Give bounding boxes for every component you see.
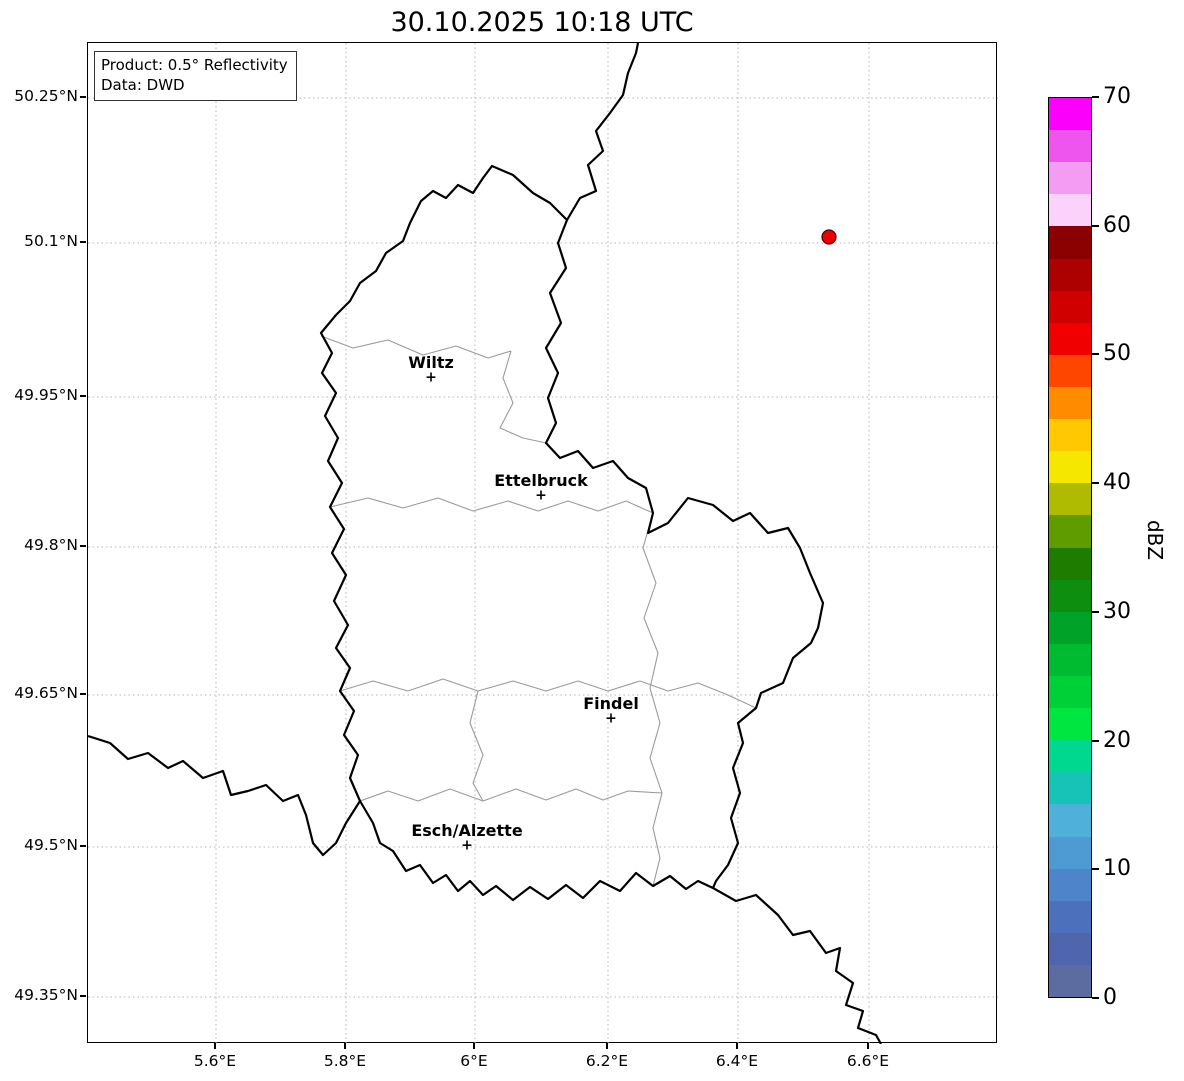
colorbar-band bbox=[1049, 547, 1091, 580]
data-source-line: Data: DWD bbox=[101, 76, 185, 95]
france-germany-border bbox=[712, 887, 882, 1044]
y-tick-mark bbox=[80, 545, 86, 547]
city-label: Ettelbruck bbox=[494, 471, 588, 490]
colorbar-band bbox=[1049, 290, 1091, 323]
y-tick-mark bbox=[80, 241, 86, 243]
map-axes: Product: 0.5° Reflectivity Data: DWD Wil… bbox=[87, 42, 998, 1044]
colorbar-tick-mark bbox=[1092, 224, 1099, 227]
colorbar-tick-label: 40 bbox=[1103, 470, 1131, 496]
product-info-box: Product: 0.5° Reflectivity Data: DWD bbox=[94, 51, 297, 101]
colorbar-tick-label: 30 bbox=[1103, 598, 1131, 624]
colorbar-band bbox=[1049, 579, 1091, 612]
colorbar-band bbox=[1049, 322, 1091, 355]
colorbar bbox=[1048, 97, 1092, 998]
colorbar-tick-label: 70 bbox=[1103, 84, 1131, 109]
x-tick-mark bbox=[606, 1043, 608, 1049]
colorbar-band bbox=[1049, 900, 1091, 933]
gridlines bbox=[88, 43, 998, 1044]
x-tick-mark bbox=[473, 1043, 475, 1049]
colorbar-band bbox=[1049, 804, 1091, 837]
colorbar-tick-mark bbox=[1092, 997, 1099, 999]
belgium-germany-border bbox=[566, 43, 640, 221]
x-tick-mark bbox=[736, 1043, 738, 1049]
colorbar-band bbox=[1049, 483, 1091, 516]
y-tick-label: 49.35°N bbox=[14, 986, 78, 1004]
y-tick-label: 49.5°N bbox=[24, 836, 78, 854]
colorbar-band bbox=[1049, 836, 1091, 869]
y-tick-label: 50.25°N bbox=[14, 87, 78, 105]
colorbar-tick-label: 20 bbox=[1103, 727, 1131, 753]
x-tick-label: 6°E bbox=[460, 1052, 488, 1070]
city-label: Esch/Alzette bbox=[411, 821, 523, 840]
x-tick-label: 5.8°E bbox=[323, 1052, 367, 1070]
y-tick-label: 49.8°N bbox=[24, 536, 78, 554]
y-tick-mark bbox=[80, 693, 86, 695]
colorbar-band bbox=[1049, 740, 1091, 773]
colorbar-band bbox=[1049, 708, 1091, 741]
colorbar-band bbox=[1049, 643, 1091, 676]
colorbar-tick-mark bbox=[1092, 739, 1099, 742]
colorbar-band bbox=[1049, 130, 1091, 163]
colorbar-band bbox=[1049, 611, 1091, 644]
colorbar-band bbox=[1049, 868, 1091, 901]
y-tick-label: 49.95°N bbox=[14, 386, 78, 404]
city-label: Wiltz bbox=[408, 353, 454, 372]
y-tick-mark bbox=[80, 395, 86, 397]
colorbar-tick-label: 0 bbox=[1103, 985, 1117, 1010]
city-label: Findel bbox=[583, 694, 639, 713]
colorbar-band bbox=[1049, 932, 1091, 965]
x-tick-mark bbox=[344, 1043, 346, 1049]
colorbar-band bbox=[1049, 386, 1091, 420]
y-tick-mark bbox=[80, 96, 86, 98]
colorbar-band bbox=[1049, 194, 1091, 227]
colorbar-band bbox=[1049, 162, 1091, 195]
city-marker: + bbox=[425, 369, 437, 386]
x-tick-label: 6.2°E bbox=[585, 1052, 629, 1070]
y-tick-mark bbox=[80, 995, 86, 997]
y-tick-label: 50.1°N bbox=[24, 232, 78, 250]
x-tick-mark bbox=[214, 1043, 216, 1049]
colorbar-band bbox=[1049, 354, 1091, 387]
colorbar-band bbox=[1049, 98, 1091, 131]
plot-title: 30.10.2025 10:18 UTC bbox=[390, 7, 694, 38]
x-tick-mark bbox=[867, 1043, 869, 1049]
colorbar-band bbox=[1049, 675, 1091, 709]
luxembourg-map bbox=[88, 43, 998, 1044]
belgium-france-border bbox=[88, 734, 361, 857]
x-tick-label: 6.4°E bbox=[715, 1052, 759, 1070]
colorbar-band bbox=[1049, 451, 1091, 484]
y-tick-mark bbox=[80, 845, 86, 847]
city-marker: + bbox=[605, 710, 617, 727]
y-tick-label: 49.65°N bbox=[14, 684, 78, 702]
x-tick-label: 6.6°E bbox=[846, 1052, 890, 1070]
x-tick-label: 5.6°E bbox=[193, 1052, 237, 1070]
city-marker: + bbox=[461, 837, 473, 854]
colorbar-tick-mark bbox=[1092, 868, 1099, 871]
canton-borders bbox=[320, 335, 757, 887]
colorbar-tick-mark bbox=[1092, 96, 1099, 98]
product-line: Product: 0.5° Reflectivity bbox=[101, 56, 288, 74]
colorbar-band bbox=[1049, 772, 1091, 805]
colorbar-axis-label: dBZ bbox=[1143, 519, 1168, 561]
colorbar-band bbox=[1049, 419, 1091, 452]
colorbar-tick-label: 60 bbox=[1103, 212, 1131, 238]
luxembourg-border bbox=[319, 164, 825, 902]
colorbar-tick-mark bbox=[1092, 353, 1099, 356]
colorbar-tick-label: 50 bbox=[1103, 341, 1131, 367]
colorbar-band bbox=[1049, 515, 1091, 548]
colorbar-tick-mark bbox=[1092, 482, 1099, 485]
colorbar-band bbox=[1049, 226, 1091, 259]
city-marker: + bbox=[535, 487, 547, 504]
colorbar-tick-label: 10 bbox=[1103, 856, 1131, 882]
radar-echo-dot bbox=[821, 229, 837, 245]
colorbar-tick-mark bbox=[1092, 610, 1099, 613]
colorbar-band bbox=[1049, 964, 1091, 998]
colorbar-band bbox=[1049, 258, 1091, 291]
